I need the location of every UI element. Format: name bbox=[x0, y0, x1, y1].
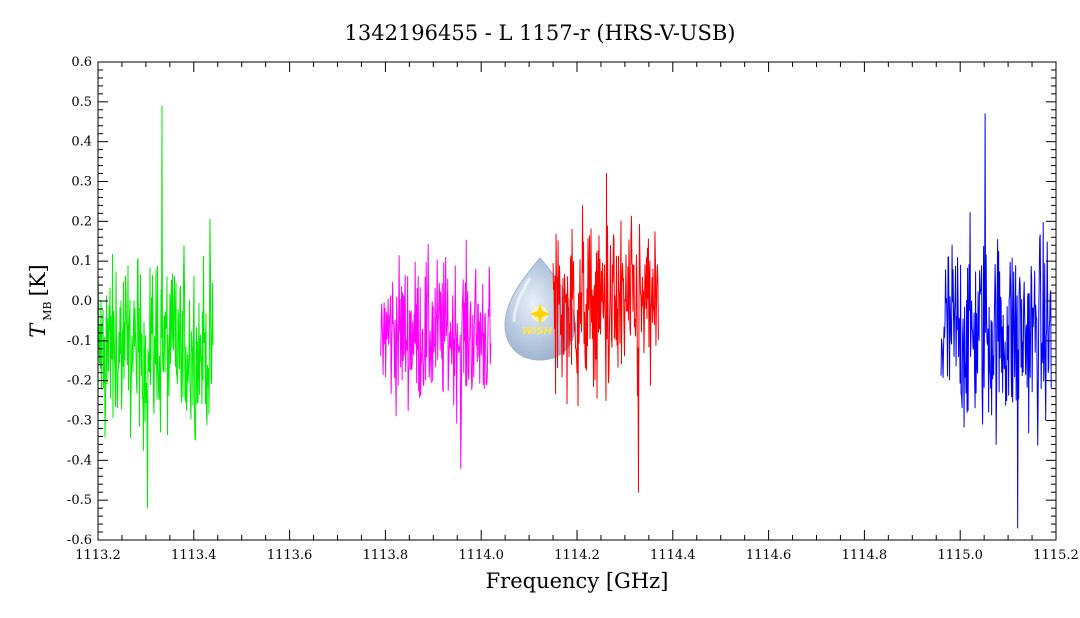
chart-title: 1342196455 - L 1157-r (HRS-V-USB) bbox=[344, 21, 735, 45]
x-axis: 1113.2 1113.4 1113.6 1113.8 1114.0 1114.2 1114… bbox=[75, 62, 1079, 563]
y-tick-label: -0.5 bbox=[67, 493, 92, 508]
spectrum-series-1 bbox=[98, 105, 214, 509]
y-axis-label: T MB [K] bbox=[26, 264, 54, 337]
wish-logo-star bbox=[530, 303, 550, 325]
spectrum-series-2 bbox=[380, 239, 492, 469]
x-axis-label: Frequency [GHz] bbox=[486, 569, 669, 593]
wish-logo-highlight bbox=[512, 277, 532, 323]
y-axis: -0.6 -0.5 -0.4 -0.3 -0.2 -0.1 0.0 0.1 0.2 0.3 0.4 0… bbox=[67, 55, 1056, 548]
x-tick-label: 1113.4 bbox=[171, 548, 217, 563]
x-tick-label: 1114.4 bbox=[650, 548, 696, 563]
y-axis-label-sub: MB bbox=[41, 301, 54, 320]
x-tick-label: 1114.6 bbox=[746, 548, 792, 563]
y-tick-label: 0.6 bbox=[71, 55, 92, 70]
y-tick-label: 0.1 bbox=[71, 254, 92, 269]
y-tick-label: -0.6 bbox=[67, 533, 92, 548]
series-group bbox=[98, 105, 1052, 529]
y-tick-label: 0.0 bbox=[71, 294, 92, 309]
wish-logo-text: WISH bbox=[522, 326, 553, 337]
x-tick-label: 1115.0 bbox=[937, 548, 983, 563]
x-tick-label: 1113.2 bbox=[75, 548, 121, 563]
spectrum-series-3 bbox=[552, 173, 659, 493]
y-tick-label: -0.3 bbox=[67, 414, 92, 429]
y-axis-label-unit: [K] bbox=[26, 264, 50, 296]
y-tick-label: -0.4 bbox=[67, 453, 92, 468]
y-tick-label: 0.2 bbox=[71, 214, 92, 229]
x-tick-label: 1115.2 bbox=[1033, 548, 1079, 563]
spectrum-series-4 bbox=[940, 113, 1052, 529]
x-tick-label: 1114.2 bbox=[554, 548, 600, 563]
x-tick-label: 1114.0 bbox=[458, 548, 504, 563]
y-tick-label: 0.3 bbox=[71, 175, 92, 190]
y-tick-label: -0.1 bbox=[67, 334, 92, 349]
x-tick-label: 1113.8 bbox=[363, 548, 409, 563]
y-tick-label: 0.5 bbox=[71, 95, 92, 110]
plot-frame bbox=[97, 61, 1057, 541]
x-tick-label: 1114.8 bbox=[842, 548, 888, 563]
y-tick-label: 0.4 bbox=[71, 135, 92, 150]
y-tick-label: -0.2 bbox=[67, 374, 92, 389]
y-axis-label-main: T bbox=[26, 322, 50, 338]
x-tick-label: 1113.6 bbox=[267, 548, 313, 563]
